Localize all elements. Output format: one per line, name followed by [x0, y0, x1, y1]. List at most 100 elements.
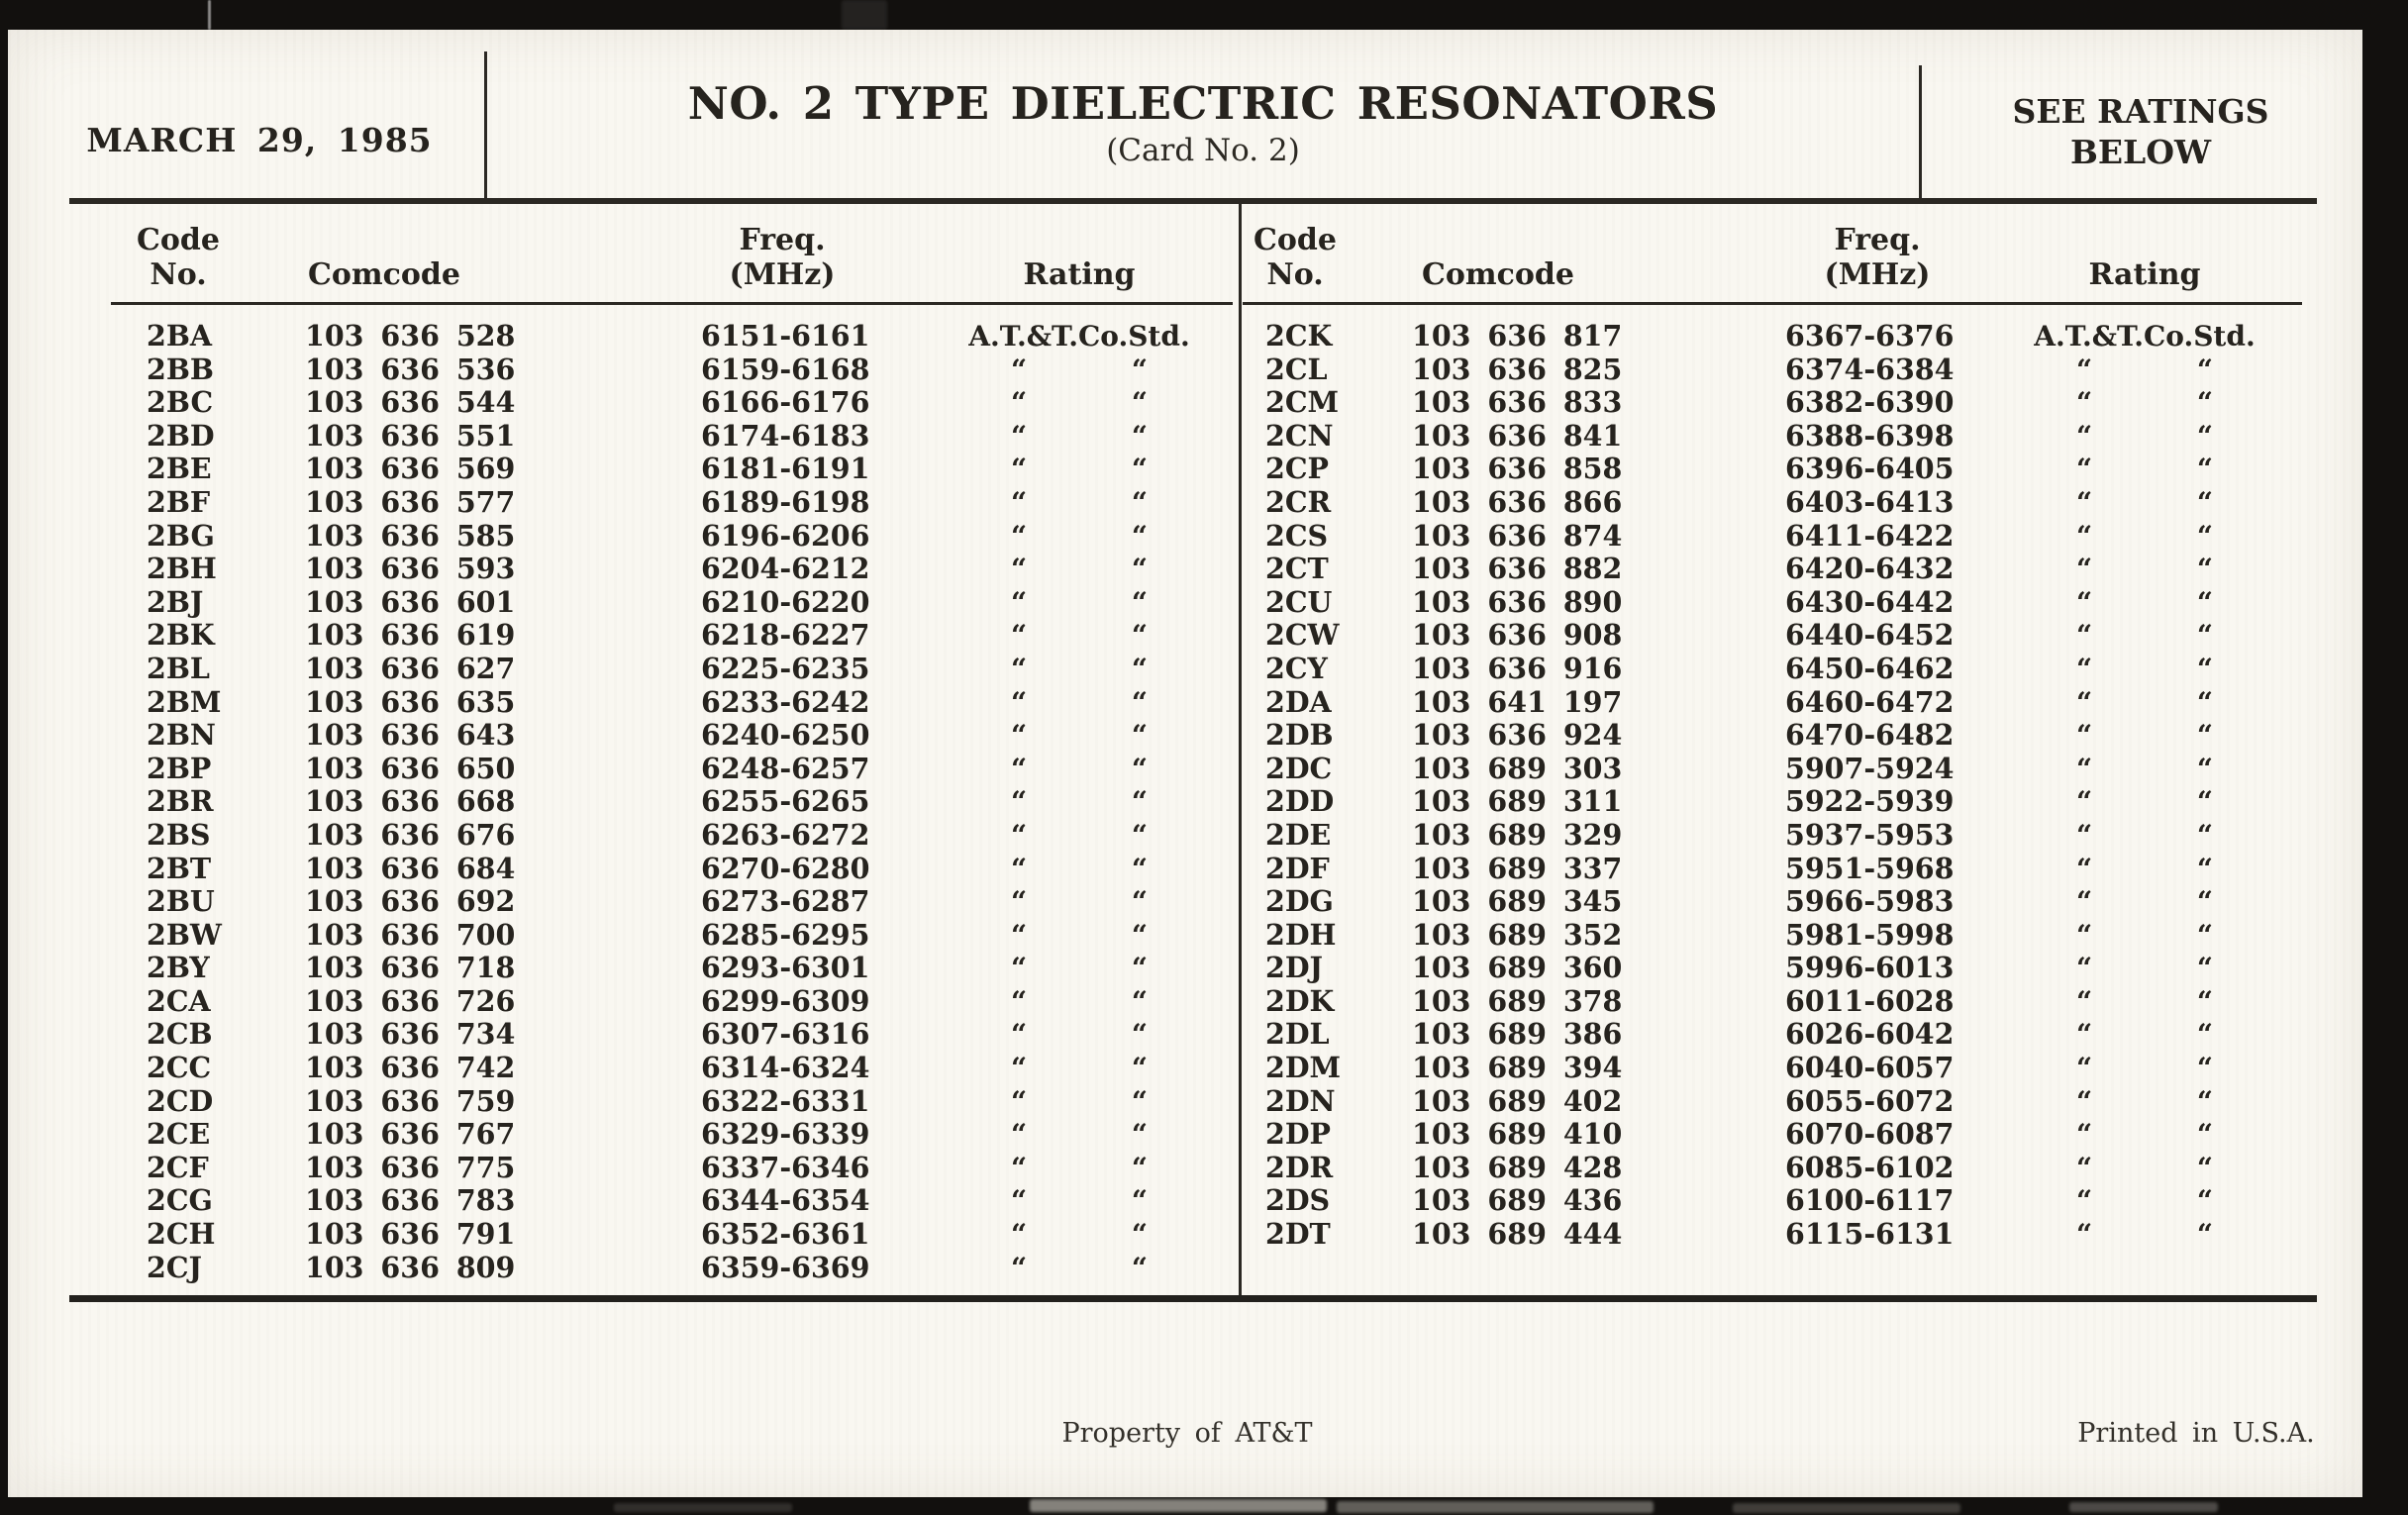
- column-header-freq: (MHz): [729, 257, 836, 292]
- rating-cell: “ “: [1011, 1084, 1148, 1118]
- table-row: 2BB 103 636 536 6159-6168 “ “: [8, 352, 1239, 387]
- rating-cell: “ “: [1011, 685, 1148, 719]
- table-row: 2BP 103 636 650 6248-6257 “ “: [8, 752, 1239, 786]
- freq-cell: 5951-5968: [1785, 851, 1955, 885]
- comcode-cell: 103 641 197: [1412, 684, 1623, 719]
- code-cell: 2BC: [147, 385, 214, 420]
- comcode-cell: 103 636 569: [305, 452, 516, 486]
- freq-cell: 5981-5998: [1785, 917, 1955, 952]
- freq-cell: 5907-5924: [1785, 751, 1955, 785]
- table-row: 2DL 103 689 386 6026-6042 “ “: [1239, 1018, 2362, 1052]
- table-row: 2CP 103 636 858 6396-6405 “ “: [1239, 453, 2362, 486]
- rating-cell: “ “: [2076, 652, 2213, 685]
- freq-cell: 6293-6301: [701, 951, 870, 985]
- table-row: 2DC 103 689 303 5907-5924 “ “: [1239, 751, 2362, 786]
- comcode-cell: 103 689 428: [1412, 1150, 1623, 1184]
- freq-cell: 6285-6295: [701, 917, 870, 952]
- comcode-cell: 103 636 874: [1412, 518, 1623, 553]
- table-row: 2DK 103 689 378 6011-6028 “ “: [1239, 983, 2362, 1019]
- rating-cell: “ “: [2076, 453, 2213, 486]
- comcode-cell: 103 689 337: [1412, 851, 1623, 885]
- table-right: Code No. Comcode Freq. (MHz) Rating 2CK 1…: [1239, 30, 2362, 1317]
- freq-cell: 6166-6176: [701, 385, 870, 420]
- rating-cell: “ “: [2076, 619, 2213, 653]
- code-cell: 2CT: [1265, 552, 1329, 586]
- freq-cell: 5922-5939: [1785, 784, 1955, 819]
- table-row: 2BY 103 636 718 6293-6301 “ “: [8, 952, 1239, 985]
- comcode-cell: 103 636 700: [305, 917, 516, 952]
- table-row: 2CJ 103 636 809 6359-6369 “ “: [8, 1250, 1239, 1285]
- code-cell: 2BJ: [147, 584, 204, 619]
- code-cell: 2CW: [1265, 618, 1340, 653]
- table-row: 2CA 103 636 726 6299-6309 “ “: [8, 984, 1239, 1019]
- column-header-code: No.: [1266, 257, 1324, 292]
- code-cell: 2BG: [147, 518, 215, 553]
- code-cell: 2BL: [147, 651, 210, 685]
- code-cell: 2BB: [147, 352, 215, 386]
- rating-cell: “ “: [2076, 519, 2213, 553]
- code-cell: 2DK: [1265, 983, 1335, 1018]
- comcode-cell: 103 636 791: [305, 1217, 516, 1252]
- header-divider-right: [1919, 65, 1922, 198]
- code-cell: 2CD: [147, 1083, 214, 1118]
- scan-streak: [208, 0, 211, 30]
- rating-cell: “ “: [2076, 585, 2213, 619]
- freq-cell: 6233-6242: [701, 684, 870, 719]
- comcode-cell: 103 636 809: [305, 1250, 516, 1284]
- table-row: 2BS 103 636 676 6263-6272 “ “: [8, 818, 1239, 853]
- table-row: 2BL 103 636 627 6225-6235 “ “: [8, 651, 1239, 686]
- code-cell: 2BY: [147, 951, 210, 985]
- table-row: 2CB 103 636 734 6307-6316 “ “: [8, 1018, 1239, 1052]
- rating-cell: “ “: [1011, 1184, 1148, 1218]
- rating-cell: “ “: [1011, 652, 1148, 685]
- freq-cell: 6100-6117: [1785, 1183, 1955, 1218]
- code-cell: 2DR: [1265, 1150, 1334, 1184]
- table-row: 2DP 103 689 410 6070-6087 “ “: [1239, 1118, 2362, 1152]
- see-ratings-line1: SEE RATINGS: [2012, 92, 2269, 131]
- comcode-cell: 103 636 858: [1412, 452, 1623, 486]
- table-row: 2BC 103 636 544 6166-6176 “ “: [8, 386, 1239, 420]
- table-row: 2BR 103 636 668 6255-6265 “ “: [8, 785, 1239, 819]
- code-cell: 2CP: [1265, 452, 1329, 486]
- table-row: 2DG 103 689 345 5966-5983 “ “: [1239, 884, 2362, 919]
- column-header-code: No.: [150, 257, 207, 292]
- code-cell: 2CB: [147, 1017, 213, 1052]
- table-row: 2CY 103 636 916 6450-6462 “ “: [1239, 652, 2362, 686]
- column-header-rating: Rating: [2088, 257, 2201, 292]
- code-cell: 2BU: [147, 884, 215, 919]
- code-cell: 2DM: [1265, 1051, 1342, 1085]
- freq-cell: 6367-6376: [1785, 319, 1955, 353]
- scan-streak: [842, 0, 887, 30]
- freq-cell: 6225-6235: [701, 651, 870, 685]
- code-cell: 2DF: [1265, 851, 1330, 885]
- table-row: 2BW 103 636 700 6285-6295 “ “: [8, 917, 1239, 953]
- table-row: 2BF 103 636 577 6189-6198 “ “: [8, 485, 1239, 520]
- table-row: 2BH 103 636 593 6204-6212 “ “: [8, 553, 1239, 586]
- table-row: 2CS 103 636 874 6411-6422 “ “: [1239, 518, 2362, 554]
- table-row: 2BJ 103 636 601 6210-6220 “ “: [8, 584, 1239, 620]
- freq-cell: 6352-6361: [701, 1217, 870, 1252]
- property-notice: Property of AT&T: [1061, 1418, 1313, 1449]
- table-row: 2CC 103 636 742 6314-6324 “ “: [8, 1051, 1239, 1085]
- freq-cell: 6329-6339: [701, 1117, 870, 1152]
- code-cell: 2CL: [1265, 352, 1328, 386]
- rating-cell: “ “: [2076, 885, 2213, 919]
- comcode-cell: 103 689 360: [1412, 951, 1623, 985]
- comcode-cell: 103 636 734: [305, 1017, 516, 1052]
- table-row: 2DR 103 689 428 6085-6102 “ “: [1239, 1150, 2362, 1185]
- comcode-cell: 103 636 825: [1412, 352, 1623, 386]
- freq-cell: 6307-6316: [701, 1017, 870, 1052]
- comcode-cell: 103 636 585: [305, 518, 516, 553]
- see-ratings-line2: BELOW: [2069, 133, 2212, 171]
- rating-cell: “ “: [1011, 752, 1148, 785]
- table-row: 2CT 103 636 882 6420-6432 “ “: [1239, 553, 2362, 586]
- comcode-cell: 103 636 924: [1412, 718, 1623, 753]
- rating-cell: “ “: [1011, 1218, 1148, 1252]
- comcode-cell: 103 689 444: [1412, 1217, 1623, 1252]
- rating-cell: “ “: [1011, 419, 1148, 453]
- freq-cell: 6085-6102: [1785, 1150, 1955, 1184]
- comcode-cell: 103 636 783: [305, 1183, 516, 1218]
- comcode-cell: 103 636 601: [305, 584, 516, 619]
- code-cell: 2BK: [147, 618, 215, 653]
- rating-cell: “ “: [2076, 1151, 2213, 1184]
